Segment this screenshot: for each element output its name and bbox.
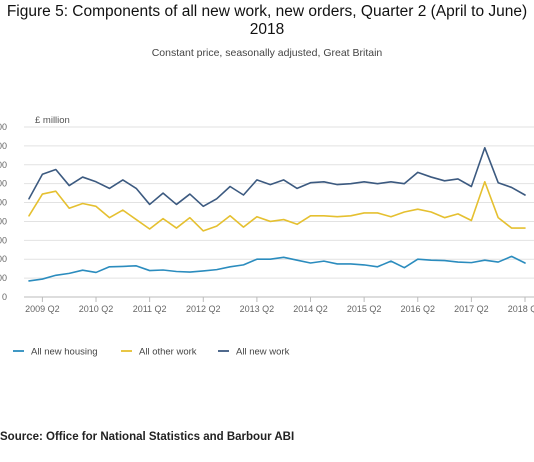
legend-label: All new housing — [31, 347, 98, 358]
y-tick-label: 9,000 — [0, 122, 7, 132]
y-tick-label: 7,000 — [0, 160, 7, 170]
y-tick-label: 2,000 — [0, 254, 7, 264]
x-tick-label: 2016 Q2 — [400, 304, 435, 314]
gridlines — [24, 126, 534, 298]
y-tick-label: 3,000 — [0, 235, 7, 245]
series-line — [28, 255, 526, 282]
legend: All new housing All other work All new wor… — [13, 347, 290, 358]
source-note: Source: Office for National Statistics a… — [0, 431, 295, 443]
series-lines — [28, 146, 526, 282]
x-tick-label: 2015 Q2 — [347, 304, 382, 314]
x-tick-label: 2012 Q2 — [186, 304, 221, 314]
x-axis: 2009 Q2 2010 Q2 2011 Q2 2012 Q2 2013 Q2 2014 … — [25, 297, 534, 314]
legend-label: All new work — [236, 347, 290, 358]
y-axis-tick-labels: 0 1,000 2,000 3,000 4,000 5,000 6,000 7,000 8,00… — [0, 115, 70, 302]
x-tick-label: 2010 Q2 — [79, 304, 114, 314]
y-tick-label: 0 — [2, 292, 7, 302]
y-tick-label: 6,000 — [0, 179, 7, 189]
y-tick-label: 4,000 — [0, 216, 7, 226]
chart-title: Figure 5: Components of all new work, ne… — [6, 3, 528, 38]
x-tick-label: 2011 Q2 — [133, 304, 167, 314]
y-tick-label: 8,000 — [0, 141, 7, 151]
x-tick-label: 2009 Q2 — [25, 304, 60, 314]
x-tick-label: 2018 Q2 — [508, 304, 534, 314]
series-line — [28, 180, 526, 232]
legend-label: All other work — [139, 347, 197, 358]
x-tick-label: 2014 Q2 — [293, 304, 328, 314]
chart-subtitle: Constant price, seasonally adjusted, Gre… — [151, 47, 383, 59]
x-tick-label: 2017 Q2 — [454, 304, 489, 314]
x-tick-label: 2013 Q2 — [240, 304, 275, 314]
y-tick-label: 5,000 — [0, 198, 7, 208]
series-line — [28, 146, 526, 208]
y-tick-label: 1,000 — [0, 273, 7, 283]
y-axis-label: £ million — [35, 115, 70, 126]
